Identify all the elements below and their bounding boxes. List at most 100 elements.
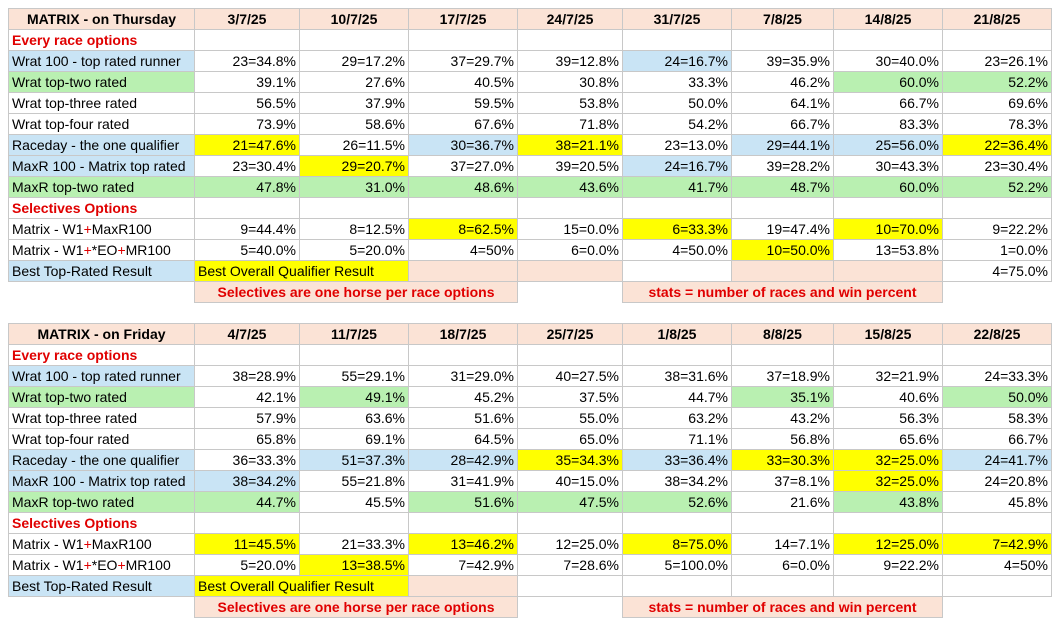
stat-cell: 7=42.9% xyxy=(942,533,1052,555)
row-label: Wrat top-four rated xyxy=(8,428,195,450)
stat-cell: 5=100.0% xyxy=(622,554,732,576)
stat-cell: 4=50% xyxy=(942,554,1052,576)
table-row: Matrix - W1+*EO+MR100 5=20.0% 13=38.5% 7=42… xyxy=(8,554,1052,576)
date-header: 10/7/25 xyxy=(299,8,409,30)
stat-cell: 78.3% xyxy=(942,113,1052,135)
stat-cell: 32=25.0% xyxy=(833,470,943,492)
empty-cell xyxy=(943,597,1052,618)
stat-cell: 38=21.1% xyxy=(517,134,623,156)
legend-cell xyxy=(833,575,943,597)
table-row: Wrat top-three rated 57.9% 63.6% 51.6% 55.0%… xyxy=(8,407,1052,429)
stat-cell: 24=41.7% xyxy=(942,449,1052,471)
stat-cell: 4=50.0% xyxy=(622,239,732,261)
row-label: Matrix - W1+MaxR100 xyxy=(8,533,195,555)
empty-cell xyxy=(408,344,518,366)
stat-cell: 54.2% xyxy=(622,113,732,135)
stat-cell: 26=11.5% xyxy=(299,134,409,156)
selectives-note: Selectives are one horse per race option… xyxy=(194,596,518,618)
table-title: MATRIX - on Thursday xyxy=(8,8,195,30)
row-label: Wrat top-two rated xyxy=(8,386,195,408)
row-label: Wrat 100 - top rated runner xyxy=(8,50,195,72)
date-header: 7/8/25 xyxy=(731,8,834,30)
stat-cell: 38=34.2% xyxy=(622,470,732,492)
plus-sign: + xyxy=(83,221,92,237)
stat-cell: 43.2% xyxy=(731,407,834,429)
best-top-rated-legend: Best Top-Rated Result xyxy=(8,260,195,282)
section-heading: Selectives Options xyxy=(8,512,195,534)
stat-cell: 40.5% xyxy=(408,71,518,93)
banner-row: Selectives are one horse per race option… xyxy=(9,281,1052,303)
date-header: 22/8/25 xyxy=(942,323,1052,345)
stat-cell: 7=28.6% xyxy=(517,554,623,576)
stat-cell: 38=31.6% xyxy=(622,365,732,387)
banner-row: Selectives are one horse per race option… xyxy=(9,596,1052,618)
date-header: 3/7/25 xyxy=(194,8,300,30)
empty-cell xyxy=(833,344,943,366)
empty-cell xyxy=(9,597,195,618)
label-part: Matrix - W1 xyxy=(12,242,84,258)
stat-cell: 7=42.9% xyxy=(408,554,518,576)
stat-cell: 31=41.9% xyxy=(408,470,518,492)
stat-cell: 13=53.8% xyxy=(833,239,943,261)
stat-cell: 40=27.5% xyxy=(517,365,623,387)
stat-cell: 45.8% xyxy=(942,491,1052,513)
stat-cell: 37=18.9% xyxy=(731,365,834,387)
empty-cell xyxy=(9,282,195,303)
legend-cell xyxy=(517,260,623,282)
stat-cell: 56.3% xyxy=(833,407,943,429)
stat-cell: 32=25.0% xyxy=(833,449,943,471)
plus-sign: + xyxy=(117,242,126,258)
stat-cell: 51.6% xyxy=(408,491,518,513)
section-row: Every race options xyxy=(8,344,1052,366)
stat-cell: 47.5% xyxy=(517,491,623,513)
plus-sign: + xyxy=(83,557,92,573)
stat-cell: 49.1% xyxy=(299,386,409,408)
empty-cell xyxy=(517,344,623,366)
stat-cell: 24=20.8% xyxy=(942,470,1052,492)
empty-cell xyxy=(299,512,409,534)
row-label: MaxR 100 - Matrix top rated xyxy=(8,470,195,492)
stat-cell: 1=0.0% xyxy=(942,239,1052,261)
stat-cell: 37.9% xyxy=(299,92,409,114)
empty-cell xyxy=(622,344,732,366)
table-row: Raceday - the one qualifier 36=33.3% 51=37… xyxy=(8,449,1052,471)
label-part: Matrix - W1 xyxy=(12,557,84,573)
stat-cell: 23=13.0% xyxy=(622,134,732,156)
stat-cell: 4=50% xyxy=(408,239,518,261)
row-label: Matrix - W1+MaxR100 xyxy=(8,218,195,240)
table-row: Raceday - the one qualifier 21=47.6% 26=11… xyxy=(8,134,1052,156)
date-header: 4/7/25 xyxy=(194,323,300,345)
row-label: Matrix - W1+*EO+MR100 xyxy=(8,239,195,261)
stat-cell: 63.6% xyxy=(299,407,409,429)
stat-cell: 55.0% xyxy=(517,407,623,429)
legend-cell xyxy=(622,575,732,597)
stat-cell: 33=36.4% xyxy=(622,449,732,471)
stat-cell: 9=22.2% xyxy=(942,218,1052,240)
stat-cell: 28=42.9% xyxy=(408,449,518,471)
stat-cell: 9=22.2% xyxy=(833,554,943,576)
best-qualifier-legend: Best Overall Qualifier Result xyxy=(194,260,409,282)
stat-cell: 64.1% xyxy=(731,92,834,114)
empty-cell xyxy=(408,197,518,219)
empty-cell xyxy=(299,29,409,51)
stat-cell: 52.2% xyxy=(942,71,1052,93)
stat-cell: 30.8% xyxy=(517,71,623,93)
stat-cell: 33.3% xyxy=(622,71,732,93)
stat-cell: 10=70.0% xyxy=(833,218,943,240)
empty-cell xyxy=(299,197,409,219)
empty-cell xyxy=(299,344,409,366)
stat-cell: 66.7% xyxy=(833,92,943,114)
stat-cell: 59.5% xyxy=(408,92,518,114)
empty-cell xyxy=(833,197,943,219)
stat-cell: 6=0.0% xyxy=(517,239,623,261)
date-header: 25/7/25 xyxy=(517,323,623,345)
empty-cell xyxy=(408,512,518,534)
empty-cell xyxy=(622,29,732,51)
table-row: Matrix - W1+MaxR100 11=45.5% 21=33.3% 13=46… xyxy=(8,533,1052,555)
stat-cell: 41.7% xyxy=(622,176,732,198)
label-part: *EO xyxy=(91,557,118,573)
stat-cell: 65.8% xyxy=(194,428,300,450)
plus-sign: + xyxy=(117,557,126,573)
stat-cell: 51.6% xyxy=(408,407,518,429)
date-header: 21/8/25 xyxy=(942,8,1052,30)
